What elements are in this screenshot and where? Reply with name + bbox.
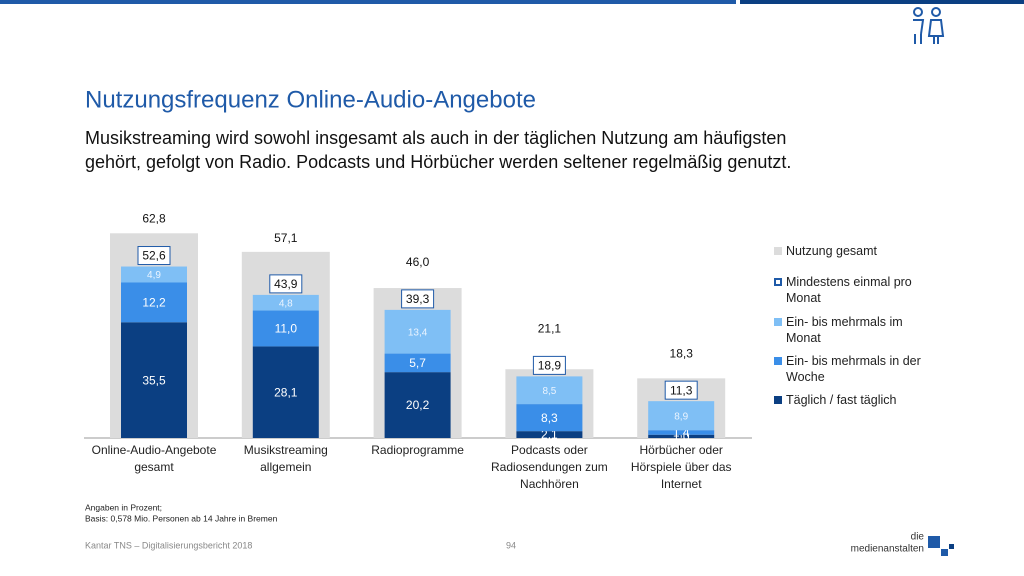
legend-swatch <box>774 247 782 255</box>
people-icon <box>913 7 945 44</box>
summary-label: 11,3 <box>670 383 693 397</box>
footer: Kantar TNS – Digitalisierungsbericht 201… <box>85 540 252 550</box>
legend-item: Nutzung gesamt <box>774 243 934 259</box>
data-label: 5,7 <box>409 356 426 370</box>
bar-segment <box>384 372 451 438</box>
data-label: 8,3 <box>541 411 558 425</box>
total-label: 18,3 <box>670 346 694 360</box>
note: Angaben in Prozent; <box>85 502 162 512</box>
bar-segment <box>121 322 187 438</box>
summary-box <box>137 246 171 266</box>
bar-segment <box>252 310 319 347</box>
summary-label: 43,9 <box>274 277 298 291</box>
bar-segment <box>384 353 451 373</box>
data-label: 28,1 <box>274 385 298 399</box>
legend-swatch <box>774 396 782 404</box>
data-label: 2,1 <box>541 428 558 442</box>
x-tick-label: Hörbücher oder Hörspiele über das Intern… <box>630 443 732 491</box>
summary-label: 18,9 <box>538 359 562 373</box>
data-label: 4,9 <box>147 270 161 281</box>
total-label: 62,8 <box>142 212 166 226</box>
bar-segment <box>516 431 583 438</box>
summary-label: 52,6 <box>142 249 166 263</box>
bar-segment <box>121 282 187 323</box>
legend-label: Mindestens einmal pro Monat <box>786 275 912 305</box>
data-label: 20,2 <box>406 398 430 412</box>
data-label: 8,5 <box>542 386 556 397</box>
legend-swatch <box>774 357 782 365</box>
logo-text: medienanstalten <box>851 544 924 555</box>
summary-box <box>401 289 435 309</box>
subtitle: Musikstreaming wird sowohl insgesamt als… <box>85 128 786 148</box>
bar-segment <box>384 309 451 354</box>
x-tick-label: Podcasts oder Radiosendungen zum Nachhör… <box>491 443 608 491</box>
total-label: 46,0 <box>406 255 430 269</box>
summary-box <box>532 355 566 375</box>
bar-segment <box>516 376 583 405</box>
data-label: 11,0 <box>275 322 298 336</box>
bar-segment <box>648 430 715 435</box>
data-label: 13,4 <box>408 327 428 338</box>
title: Nutzungsfrequenz Online-Audio-Angebote <box>85 86 536 113</box>
total-label: 57,1 <box>274 231 298 245</box>
note: Basis: 0,578 Mio. Personen ab 14 Jahre i… <box>85 513 278 523</box>
data-label: 4,8 <box>279 298 293 309</box>
data-label: 8,9 <box>674 411 688 422</box>
bar-segment <box>648 434 715 438</box>
legend-label: Nutzung gesamt <box>786 244 878 258</box>
legend-label: Täglich / fast täglich <box>786 393 897 407</box>
bar-segment <box>252 346 319 438</box>
logo-mark <box>928 536 954 556</box>
subtitle: gehört, gefolgt von Radio. Podcasts und … <box>85 152 791 172</box>
summary-label: 39,3 <box>406 292 430 306</box>
bar-segment <box>121 266 187 283</box>
x-tick-label: Musikstreaming allgemein <box>243 443 328 474</box>
bar-segment <box>516 404 583 432</box>
summary-box <box>269 274 303 294</box>
logo-text: die <box>911 532 925 543</box>
x-tick-label: Radioprogramme <box>371 443 464 457</box>
bar-segment <box>252 294 319 311</box>
legend-swatch <box>774 318 782 326</box>
legend-item: Ein- bis mehrmals im Monat <box>774 314 934 346</box>
legend-item: Mindestens einmal pro Monat <box>774 274 934 306</box>
summary-box <box>664 380 698 400</box>
total-label: 21,1 <box>538 322 562 336</box>
legend-item: Ein- bis mehrmals in der Woche <box>774 353 934 385</box>
x-tick-label: Online-Audio-Angebote gesamt <box>91 443 217 474</box>
bar-segment <box>648 401 715 431</box>
legend-item: Täglich / fast täglich <box>774 392 934 408</box>
legend-label: Ein- bis mehrmals in der Woche <box>786 354 921 384</box>
page-number: 94 <box>506 540 516 550</box>
top-stripe <box>740 0 1024 4</box>
top-stripe <box>0 0 736 4</box>
data-label: 35,5 <box>142 373 166 387</box>
data-label: 12,2 <box>142 296 166 310</box>
legend-swatch <box>774 278 782 286</box>
legend-label: Ein- bis mehrmals im Monat <box>786 315 903 345</box>
